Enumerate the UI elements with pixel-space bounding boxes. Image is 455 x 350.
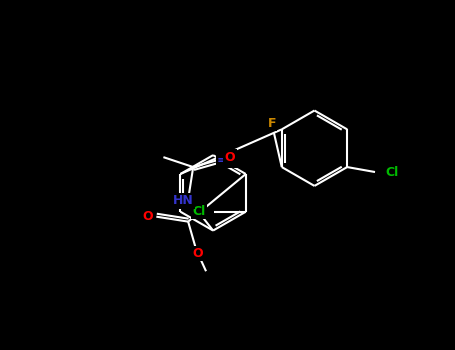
- Text: Cl: Cl: [385, 166, 399, 178]
- Text: O: O: [142, 210, 153, 223]
- Text: F: F: [268, 117, 276, 130]
- Text: O: O: [225, 150, 235, 164]
- Text: =N: =N: [217, 154, 238, 167]
- Text: O: O: [193, 247, 203, 260]
- Text: HN: HN: [173, 194, 194, 207]
- Text: Cl: Cl: [192, 205, 206, 218]
